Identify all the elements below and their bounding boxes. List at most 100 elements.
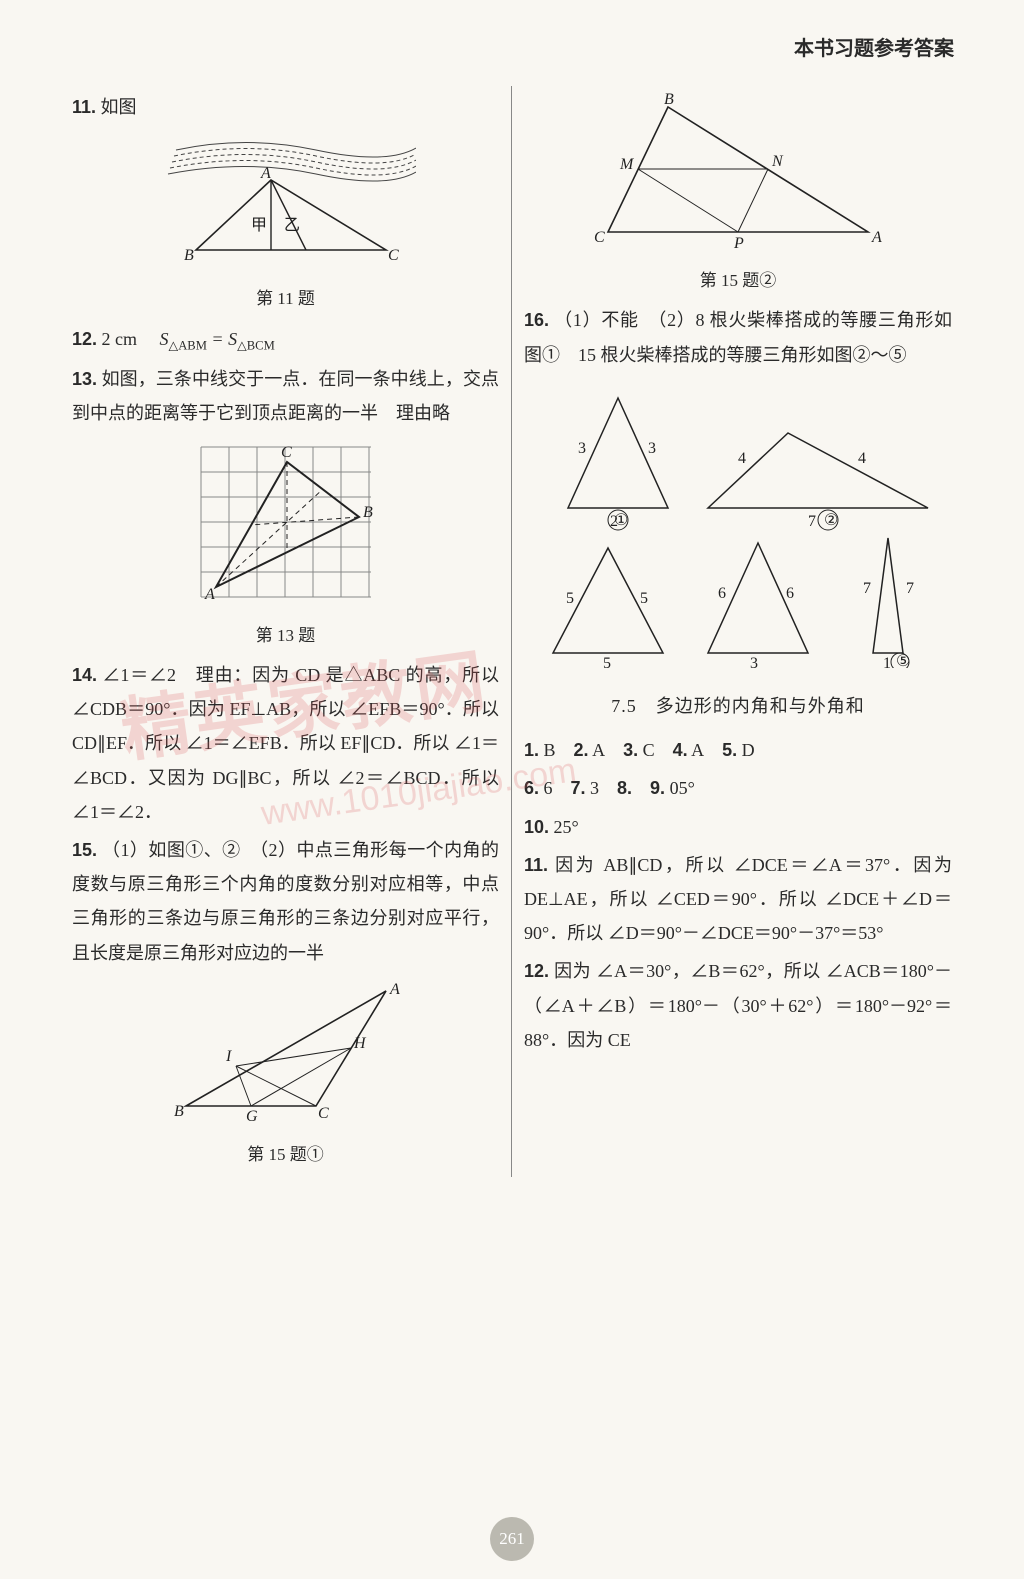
svg-text:C: C: [318, 1105, 329, 1122]
q12r-text: 因为 ∠A＝30°，∠B＝62°，所以 ∠ACB＝180°－（∠A＋∠B）＝18…: [524, 961, 952, 1049]
svg-text:4: 4: [738, 450, 746, 467]
q12-sub1: △ABM: [169, 338, 207, 352]
answers-row-1: 1. B 2. A 3. C 4. A 5. D: [524, 733, 952, 767]
fig-q16: 3 3 2 ① 4 4 7 ② 5 5 5 6: [524, 378, 952, 679]
q12-eq: = S: [207, 329, 237, 349]
fig-q11: A B C 甲 乙 第 11 题: [72, 130, 499, 315]
q14-line: 14. ∠1＝∠2 理由：因为 CD 是△ABC 的高，所以∠CDB＝90°．因…: [72, 658, 499, 829]
q12-a: 2 cm: [102, 329, 138, 349]
a8: 8.: [617, 771, 632, 805]
q13-text: 如图，三条中线交于一点．在同一条中线上，交点到中点的距离等于它到顶点距离的一半 …: [72, 369, 499, 423]
svg-text:②: ②: [824, 512, 838, 529]
q10-num: 10.: [524, 817, 549, 837]
q12-line: 12. 2 cm S△ABM = S△BCM: [72, 322, 499, 359]
left-column: 11. 如图 A B C 甲: [60, 86, 512, 1177]
section-7-5: 7.5 多边形的内角和与外角和: [524, 689, 952, 723]
q10-text: 25°: [554, 817, 579, 837]
fig-q13: A B C 第 13 题: [72, 437, 499, 652]
svg-text:6: 6: [786, 585, 794, 602]
answers-row-2: 6. 6 7. 3 8. 9. 05°: [524, 771, 952, 805]
svg-text:C: C: [281, 444, 292, 461]
fig-q15b-svg: B C A M N P: [588, 92, 888, 252]
svg-text:3: 3: [750, 655, 758, 668]
svg-text:5: 5: [603, 655, 611, 668]
svg-text:B: B: [664, 92, 674, 108]
a9: 9. 05°: [650, 771, 695, 805]
fig-q16-svg: 3 3 2 ① 4 4 7 ② 5 5 5 6: [528, 378, 948, 668]
q11r-line: 11. 因为 AB∥CD，所以 ∠DCE＝∠A＝37°．因为 DE⊥AE，所以 …: [524, 848, 952, 951]
svg-text:C: C: [594, 229, 605, 246]
svg-text:4: 4: [858, 450, 866, 467]
svg-text:甲: 甲: [251, 217, 267, 234]
q13-line: 13. 如图，三条中线交于一点．在同一条中线上，交点到中点的距离等于它到顶点距离…: [72, 362, 499, 430]
q15-line: 15. （1）如图①、② （2）中点三角形每一个内角的度数与原三角形三个内角的度…: [72, 833, 499, 970]
svg-text:5: 5: [640, 590, 648, 607]
q16-text: （1）不能 （2）8 根火柴棒搭成的等腰三角形如图① 15 根火柴棒搭成的等腰三…: [524, 310, 952, 364]
a4: 4. A: [673, 733, 705, 767]
svg-text:5: 5: [566, 590, 574, 607]
fig-q13-svg: A B C: [191, 437, 381, 607]
q12r-line: 12. 因为 ∠A＝30°，∠B＝62°，所以 ∠ACB＝180°－（∠A＋∠B…: [524, 954, 952, 1057]
svg-text:B: B: [363, 504, 373, 521]
svg-text:3: 3: [648, 440, 656, 457]
page-header: 本书习题参考答案: [60, 30, 964, 68]
fig-q11-svg: A B C 甲 乙: [156, 130, 416, 270]
q11-text: 如图: [101, 97, 137, 117]
svg-text:A: A: [204, 586, 215, 603]
q15-text: （1）如图①、② （2）中点三角形每一个内角的度数与原三角形三个内角的度数分别对…: [72, 840, 499, 963]
q12-num: 12.: [72, 329, 97, 349]
svg-text:1: 1: [883, 655, 891, 668]
fig-q15a-cap: 第 15 题①: [72, 1139, 499, 1171]
page: 本书习题参考答案 11. 如图 A: [0, 0, 1024, 1579]
fig-q15b-cap: 第 15 题②: [524, 265, 952, 297]
q16-line: 16. （1）不能 （2）8 根火柴棒搭成的等腰三角形如图① 15 根火柴棒搭成…: [524, 303, 952, 371]
q15-num: 15.: [72, 840, 97, 860]
a1: 1. B: [524, 733, 556, 767]
fig-q15a: A B C I H G 第 15 题①: [72, 976, 499, 1171]
q14-text: ∠1＝∠2 理由：因为 CD 是△ABC 的高，所以∠CDB＝90°．因为 EF…: [72, 665, 499, 822]
svg-text:7: 7: [906, 580, 914, 597]
q10-line: 10. 25°: [524, 810, 952, 844]
svg-text:7: 7: [863, 580, 871, 597]
svg-text:7: 7: [808, 513, 816, 530]
a2: 2. A: [574, 733, 606, 767]
right-column: B C A M N P 第 15 题② 16. （1）不能 （2）8 根火柴棒搭…: [512, 86, 964, 1177]
fig-q15b: B C A M N P 第 15 题②: [524, 92, 952, 297]
svg-text:A: A: [871, 229, 882, 246]
svg-text:6: 6: [718, 585, 726, 602]
svg-text:B: B: [174, 1103, 184, 1120]
q16-num: 16.: [524, 310, 549, 330]
q11r-num: 11.: [524, 855, 548, 875]
svg-text:H: H: [353, 1035, 367, 1052]
svg-text:①: ①: [614, 512, 628, 529]
svg-text:3: 3: [578, 440, 586, 457]
svg-text:C: C: [388, 247, 399, 264]
svg-text:P: P: [733, 235, 744, 252]
q12-s1: S: [160, 329, 169, 349]
svg-text:⑤: ⑤: [896, 653, 910, 668]
fig-q13-cap: 第 13 题: [72, 620, 499, 652]
svg-text:B: B: [184, 247, 194, 264]
q13-num: 13.: [72, 369, 97, 389]
a5: 5. D: [722, 733, 755, 767]
svg-text:G: G: [246, 1108, 258, 1125]
svg-text:I: I: [225, 1048, 232, 1065]
svg-text:N: N: [771, 153, 784, 170]
fig-q15a-svg: A B C I H G: [156, 976, 416, 1126]
a3: 3. C: [623, 733, 655, 767]
svg-text:乙: 乙: [284, 217, 300, 234]
svg-text:M: M: [619, 156, 635, 173]
q12-sub2: △BCM: [237, 338, 275, 352]
a7: 7. 3: [571, 771, 600, 805]
q11-line: 11. 如图: [72, 90, 499, 124]
svg-text:A: A: [389, 981, 400, 998]
fig-q11-cap: 第 11 题: [72, 283, 499, 315]
a6: 6. 6: [524, 771, 553, 805]
page-number: 261: [490, 1517, 534, 1561]
q11r-text: 因为 AB∥CD，所以 ∠DCE＝∠A＝37°．因为 DE⊥AE，所以 ∠CED…: [524, 855, 952, 943]
svg-text:A: A: [260, 165, 271, 182]
q14-num: 14.: [72, 665, 97, 685]
q12r-num: 12.: [524, 961, 549, 981]
q11-num: 11.: [72, 97, 96, 117]
two-column-layout: 11. 如图 A B C 甲: [60, 86, 964, 1177]
